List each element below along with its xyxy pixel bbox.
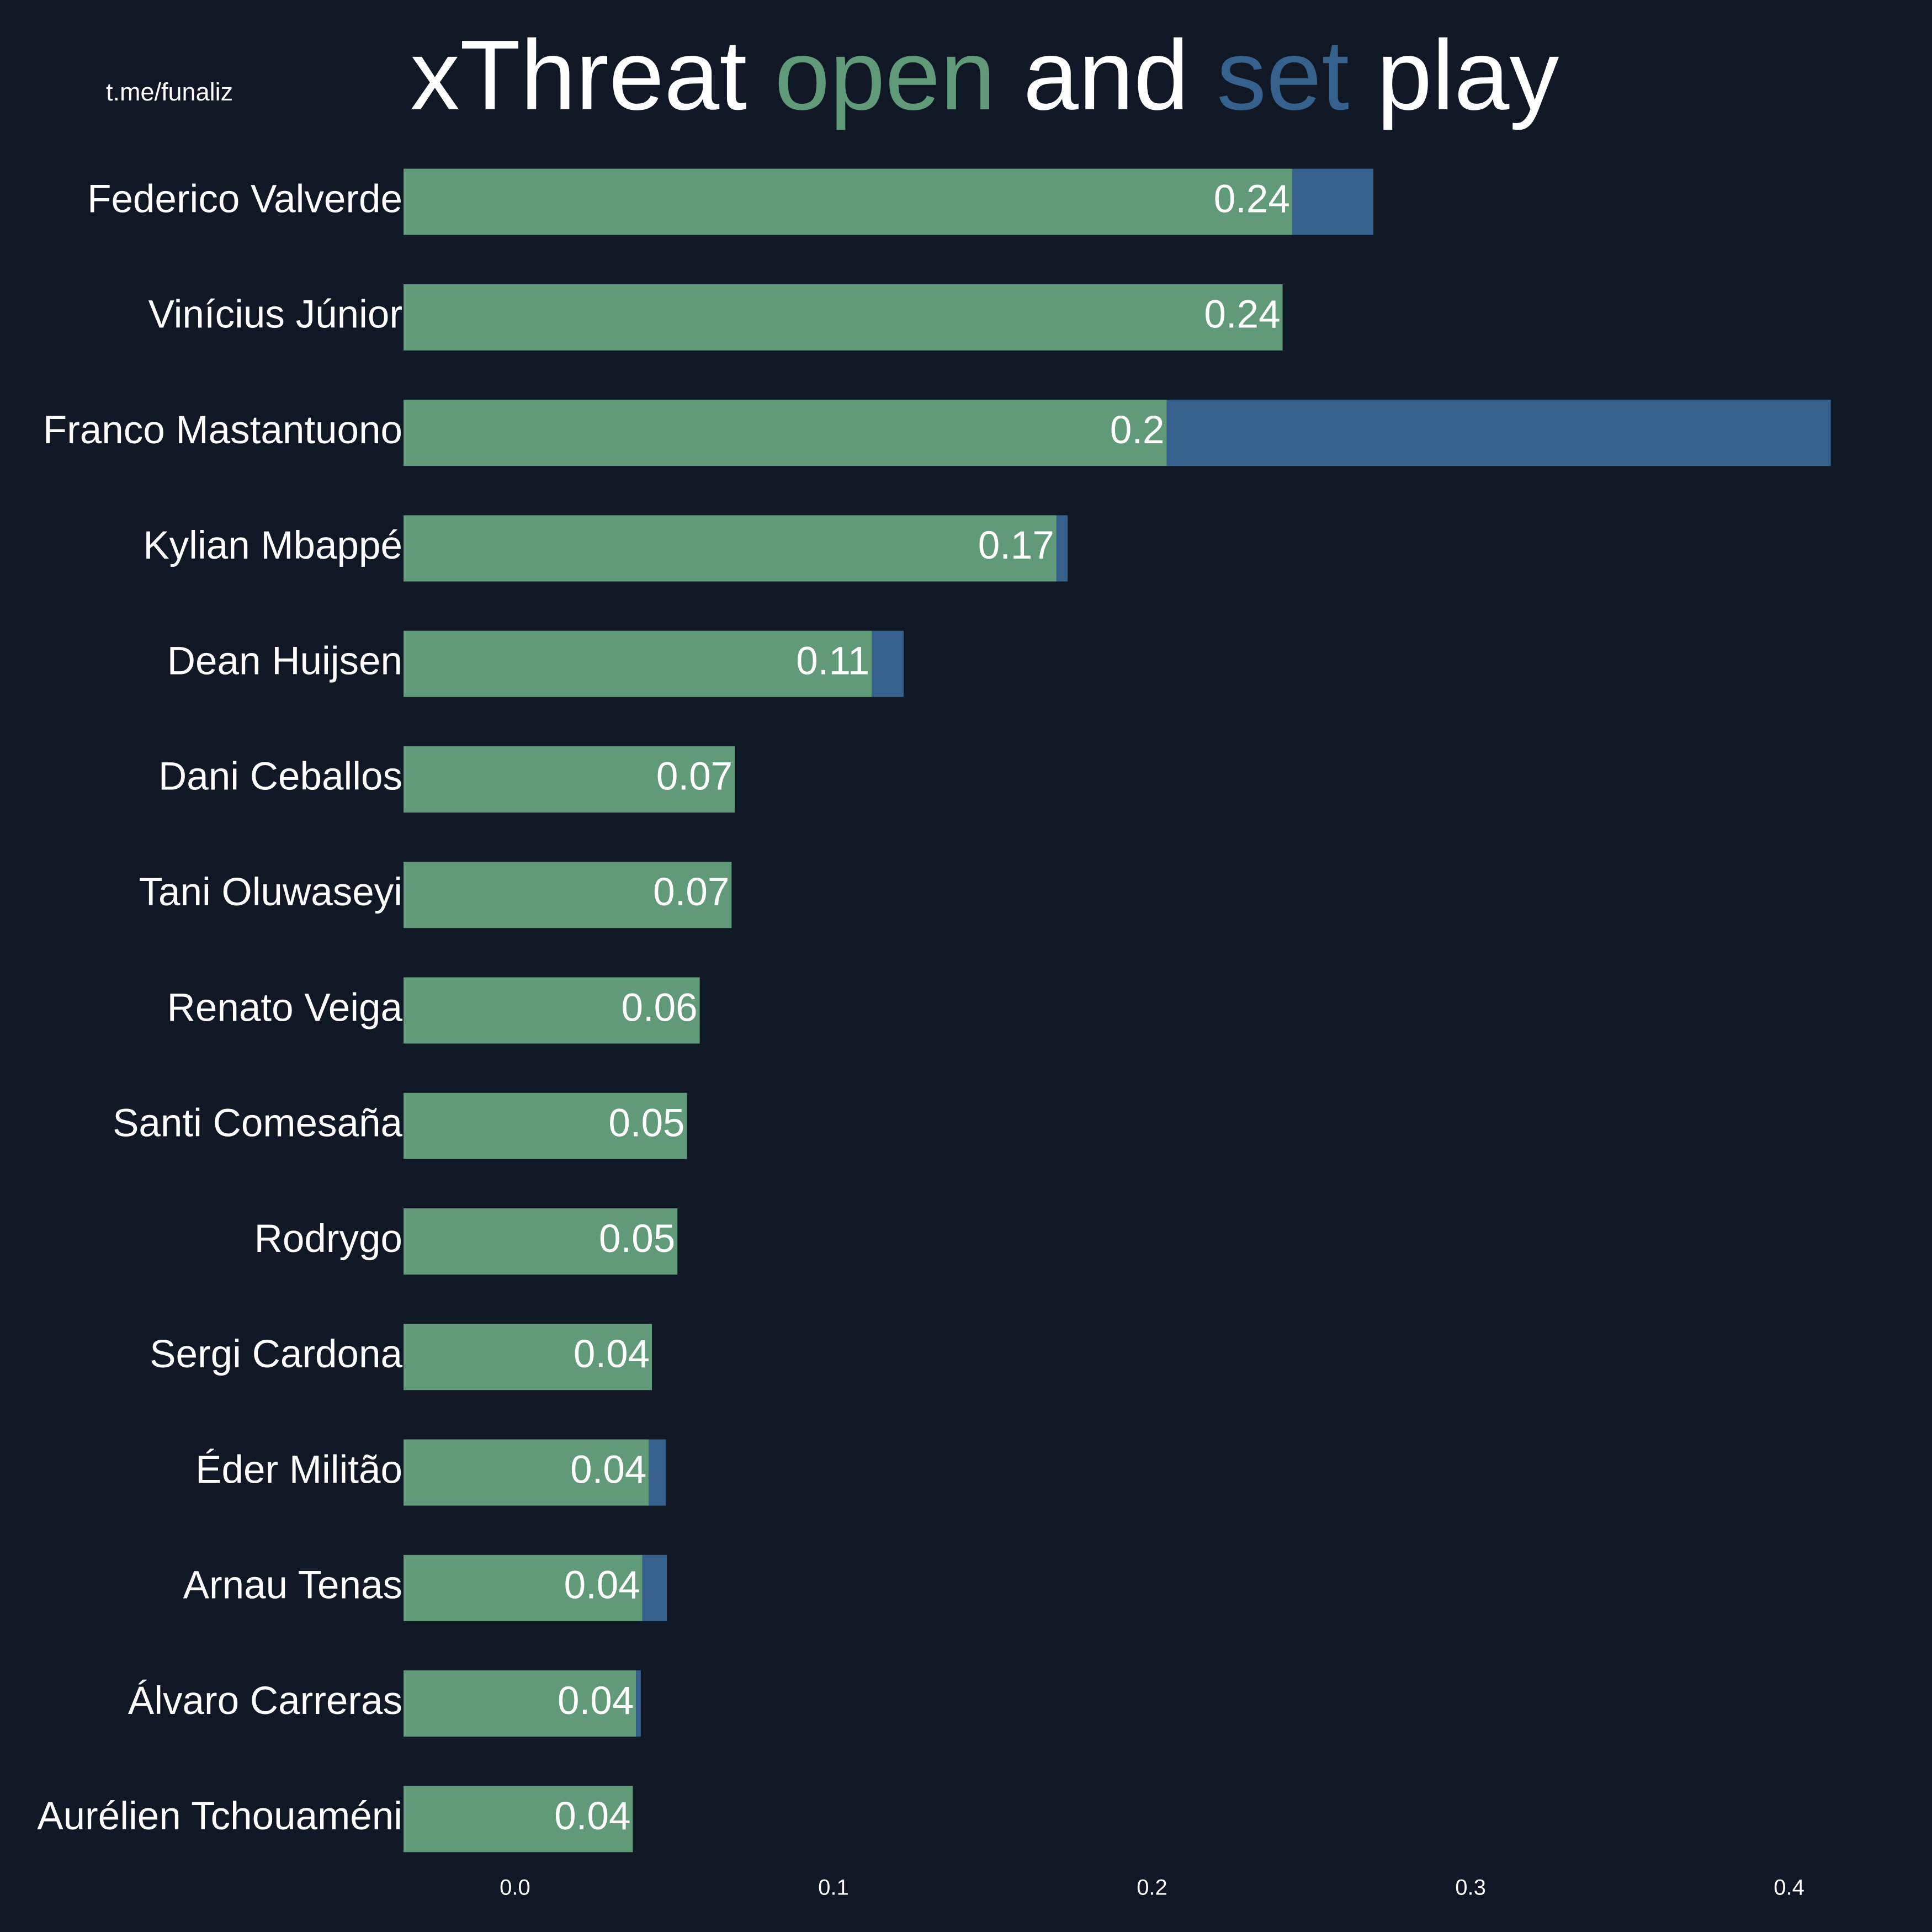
chart-title: xThreat open and set play bbox=[410, 20, 1559, 131]
x-tick-label: 0.4 bbox=[1774, 1876, 1804, 1900]
bar-segment bbox=[636, 1670, 641, 1737]
y-tick-label: Franco Mastantuono bbox=[43, 408, 402, 452]
value-label: 0.24 bbox=[1214, 177, 1290, 221]
value-label: 0.04 bbox=[558, 1679, 634, 1723]
value-label: 0.07 bbox=[653, 871, 729, 914]
bar-segment bbox=[404, 1786, 633, 1853]
x-tick-label: 0.0 bbox=[500, 1876, 530, 1900]
watermark: t.me/funaliz bbox=[106, 78, 233, 106]
y-tick-label: Tani Oluwaseyi bbox=[139, 871, 402, 914]
x-tick-label: 0.2 bbox=[1137, 1876, 1167, 1900]
bar-segment bbox=[404, 1670, 636, 1737]
title-word: and bbox=[1023, 20, 1189, 131]
value-label: 0.04 bbox=[554, 1795, 630, 1838]
bar-segment bbox=[404, 1324, 652, 1390]
title-word: play bbox=[1377, 20, 1559, 131]
bar-segment bbox=[649, 1439, 666, 1506]
legend-entry: open bbox=[774, 20, 995, 131]
bar-segment bbox=[404, 1092, 687, 1159]
bar-segment bbox=[404, 1554, 643, 1621]
y-tick-label: Santi Comesaña bbox=[113, 1102, 402, 1145]
y-tick-label: Dani Ceballos bbox=[158, 755, 402, 799]
bar-segment bbox=[1292, 168, 1374, 235]
bar-segment bbox=[404, 862, 732, 928]
y-tick-label: Arnau Tenas bbox=[183, 1564, 402, 1607]
value-label: 0.24 bbox=[1204, 293, 1280, 337]
x-tick-label: 0.3 bbox=[1455, 1876, 1486, 1900]
bar-segment bbox=[404, 515, 1057, 582]
bar-segment bbox=[642, 1554, 667, 1621]
title-word: xThreat bbox=[410, 20, 747, 131]
bar-segment bbox=[404, 746, 735, 813]
y-tick-label: Éder Militão bbox=[195, 1448, 402, 1492]
bar-segment bbox=[404, 400, 1167, 466]
y-tick-label: Federico Valverde bbox=[87, 177, 402, 221]
legend-entry: set bbox=[1217, 20, 1349, 131]
bar-segment bbox=[404, 284, 1283, 351]
bar-segment bbox=[404, 977, 700, 1044]
value-label: 0.11 bbox=[796, 639, 869, 683]
bar-segment bbox=[1056, 515, 1068, 582]
x-tick-label: 0.1 bbox=[818, 1876, 849, 1900]
y-tick-label: Dean Huijsen bbox=[167, 639, 402, 683]
bar-segment bbox=[872, 630, 904, 697]
value-label: 0.2 bbox=[1110, 408, 1165, 452]
value-label: 0.04 bbox=[564, 1564, 640, 1607]
y-tick-label: Renato Veiga bbox=[167, 986, 403, 1029]
value-label: 0.05 bbox=[599, 1217, 675, 1261]
y-tick-label: Aurélien Tchouaméni bbox=[37, 1795, 402, 1838]
bar-segment bbox=[1166, 400, 1831, 466]
y-tick-label: Vinícius Júnior bbox=[148, 293, 402, 337]
value-label: 0.04 bbox=[570, 1448, 646, 1492]
value-label: 0.07 bbox=[656, 755, 733, 799]
value-label: 0.05 bbox=[608, 1102, 684, 1145]
y-tick-label: Rodrygo bbox=[254, 1217, 402, 1261]
value-label: 0.06 bbox=[621, 986, 697, 1029]
value-label: 0.17 bbox=[978, 524, 1054, 567]
bar-segment bbox=[404, 1439, 649, 1506]
bar-segment bbox=[404, 168, 1292, 235]
y-tick-label: Sergi Cardona bbox=[150, 1333, 402, 1376]
value-label: 0.04 bbox=[574, 1333, 650, 1376]
y-tick-label: Kylian Mbappé bbox=[143, 524, 402, 567]
bar-segment bbox=[404, 630, 872, 697]
y-tick-label: Álvaro Carreras bbox=[128, 1679, 402, 1723]
bar-segment bbox=[404, 1208, 678, 1275]
